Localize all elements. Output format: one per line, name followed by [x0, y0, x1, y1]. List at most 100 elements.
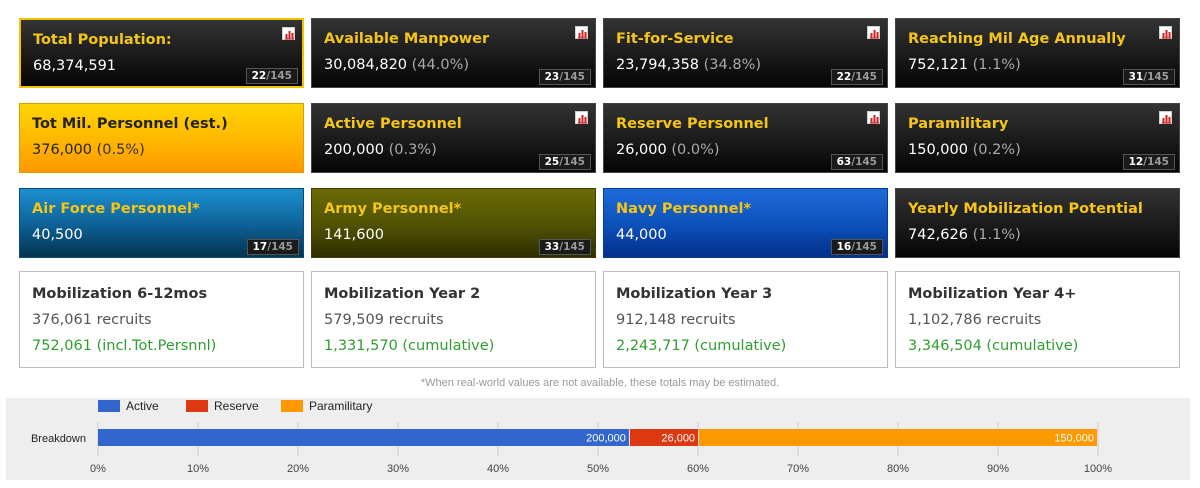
x-tick-label: 40%: [487, 463, 509, 475]
stat-value-number: 742,626: [908, 227, 968, 243]
legend-swatch: [98, 400, 120, 412]
stat-card-total-population[interactable]: Total Population: 68,374,591 22/145: [19, 18, 304, 88]
rank-number: 17: [252, 241, 268, 253]
mobilization-recruits: 579,509 recruits: [324, 312, 444, 328]
bar-chart-icon[interactable]: [575, 111, 588, 124]
rank-badge[interactable]: 12/145: [1122, 154, 1175, 170]
stat-card-title: Available Manpower: [324, 31, 490, 47]
stat-card-title: Total Population:: [33, 32, 172, 48]
footnote: *When real-world values are not availabl…: [420, 377, 780, 389]
rank-number: 22: [251, 70, 267, 82]
mobilization-title: Mobilization Year 4+: [908, 286, 1077, 302]
rank-badge[interactable]: 63/145: [830, 154, 883, 170]
rank-badge[interactable]: 17/145: [246, 239, 299, 255]
stat-card-title: Active Personnel: [324, 116, 462, 132]
mobilization-card-mobilization-year-2: Mobilization Year 2 579,509 recruits 1,331…: [311, 271, 596, 368]
rank-total: /145: [1143, 71, 1169, 83]
stat-value-number: 68,374,591: [33, 58, 117, 74]
x-tick-label: 10%: [187, 463, 209, 475]
x-tick-label: 90%: [987, 463, 1009, 475]
legend-label: Reserve: [214, 399, 259, 413]
stat-card-value: 23,794,358 (34.8%): [616, 57, 761, 73]
rank-total: /145: [266, 70, 292, 82]
rank-total: /145: [851, 71, 877, 83]
rank-badge[interactable]: 16/145: [830, 239, 883, 255]
stat-card-navy-personnel[interactable]: Navy Personnel* 44,000 16/145: [603, 188, 888, 258]
stat-card-title: Fit-for-Service: [616, 31, 734, 47]
stat-card-reaching-mil-age-annually[interactable]: Reaching Mil Age Annually 752,121 (1.1%) 3…: [895, 18, 1180, 88]
stat-card-title: Paramilitary: [908, 116, 1009, 132]
x-tick-label: 70%: [787, 463, 809, 475]
stat-value-percent: (34.8%): [699, 57, 762, 73]
bar-chart-icon[interactable]: [867, 111, 880, 124]
rank-badge[interactable]: 31/145: [1122, 69, 1175, 85]
stat-card-title: Yearly Mobilization Potential: [908, 201, 1143, 217]
category-label: Breakdown: [31, 433, 86, 445]
stat-value-number: 141,600: [324, 227, 384, 243]
mobilization-cumulative: 752,061 (incl.Tot.Persnnl): [32, 338, 217, 354]
stat-card-tot-mil-personnel-est[interactable]: Tot Mil. Personnel (est.) 376,000 (0.5%): [19, 103, 304, 173]
stat-value-percent: (0.5%): [91, 142, 145, 158]
stat-card-available-manpower[interactable]: Available Manpower 30,084,820 (44.0%) 23/1…: [311, 18, 596, 88]
stat-card-army-personnel[interactable]: Army Personnel* 141,600 33/145: [311, 188, 596, 258]
stat-value-number: 752,121: [908, 57, 968, 73]
stat-value-number: 44,000: [616, 227, 667, 243]
legend-swatch: [186, 400, 208, 412]
rank-badge[interactable]: 23/145: [538, 69, 591, 85]
breakdown-chart: 0% 10% 20% 30% 40% 50% 60% 70% 80% 90% 100% Active R…: [6, 398, 1190, 480]
bar-chart-icon[interactable]: [1159, 26, 1172, 39]
mobilization-card-mobilization-6-12mos: Mobilization 6-12mos 376,061 recruits 752,…: [19, 271, 304, 368]
x-tick-label: 80%: [887, 463, 909, 475]
x-tick-label: 30%: [387, 463, 409, 475]
rank-total: /145: [559, 71, 585, 83]
stat-value-percent: (0.2%): [967, 142, 1021, 158]
bar-chart-icon[interactable]: [282, 27, 295, 40]
stat-value-percent: (44.0%): [407, 57, 470, 73]
rank-total: /145: [851, 156, 877, 168]
stat-card-title: Tot Mil. Personnel (est.): [32, 116, 228, 132]
x-tick-label: 20%: [287, 463, 309, 475]
stat-value-number: 200,000: [324, 142, 384, 158]
stat-card-value: 752,121 (1.1%): [908, 57, 1021, 73]
stat-value-number: 150,000: [908, 142, 968, 158]
stat-card-reserve-personnel[interactable]: Reserve Personnel 26,000 (0.0%) 63/145: [603, 103, 888, 173]
stat-value-percent: (0.3%): [383, 142, 437, 158]
rank-number: 31: [1128, 71, 1144, 83]
stat-value-number: 40,500: [32, 227, 83, 243]
mobilization-card-mobilization-year-3: Mobilization Year 3 912,148 recruits 2,243…: [603, 271, 888, 368]
stat-card-value: 44,000: [616, 227, 667, 243]
rank-badge[interactable]: 22/145: [830, 69, 883, 85]
rank-number: 25: [544, 156, 560, 168]
stat-card-paramilitary[interactable]: Paramilitary 150,000 (0.2%) 12/145: [895, 103, 1180, 173]
stat-card-title: Reserve Personnel: [616, 116, 769, 132]
bar-active: [98, 429, 629, 446]
mobilization-title: Mobilization 6-12mos: [32, 286, 208, 302]
stat-value-percent: (1.1%): [967, 57, 1021, 73]
bar-chart-icon[interactable]: [1159, 111, 1172, 124]
stat-value-number: 23,794,358: [616, 57, 700, 73]
rank-number: 16: [836, 241, 852, 253]
mobilization-cumulative: 1,331,570 (cumulative): [324, 338, 495, 354]
stat-card-active-personnel[interactable]: Active Personnel 200,000 (0.3%) 25/145: [311, 103, 596, 173]
stat-card-yearly-mobilization-potential[interactable]: Yearly Mobilization Potential 742,626 (1.…: [895, 188, 1180, 258]
legend-label: Active: [126, 399, 159, 413]
bar-chart-icon[interactable]: [867, 26, 880, 39]
x-tick-label: 50%: [587, 463, 609, 475]
rank-number: 22: [836, 71, 852, 83]
rank-badge[interactable]: 25/145: [538, 154, 591, 170]
rank-total: /145: [851, 241, 877, 253]
bar-chart-icon[interactable]: [575, 26, 588, 39]
stat-value-number: 26,000: [616, 142, 667, 158]
stat-card-fit-for-service[interactable]: Fit-for-Service 23,794,358 (34.8%) 22/145: [603, 18, 888, 88]
bar-value-label: 150,000: [1054, 433, 1094, 445]
mobilization-cumulative: 2,243,717 (cumulative): [616, 338, 787, 354]
stat-card-title: Reaching Mil Age Annually: [908, 31, 1126, 47]
rank-badge[interactable]: 22/145: [245, 68, 298, 84]
rank-badge[interactable]: 33/145: [538, 239, 591, 255]
mobilization-card-mobilization-year-4: Mobilization Year 4+ 1,102,786 recruits 3,…: [895, 271, 1180, 368]
x-tick-label: 100%: [1084, 463, 1112, 475]
stat-card-value: 376,000 (0.5%): [32, 142, 145, 158]
rank-total: /145: [559, 241, 585, 253]
stat-card-title: Navy Personnel*: [616, 201, 752, 217]
stat-card-air-force-personnel[interactable]: Air Force Personnel* 40,500 17/145: [19, 188, 304, 258]
